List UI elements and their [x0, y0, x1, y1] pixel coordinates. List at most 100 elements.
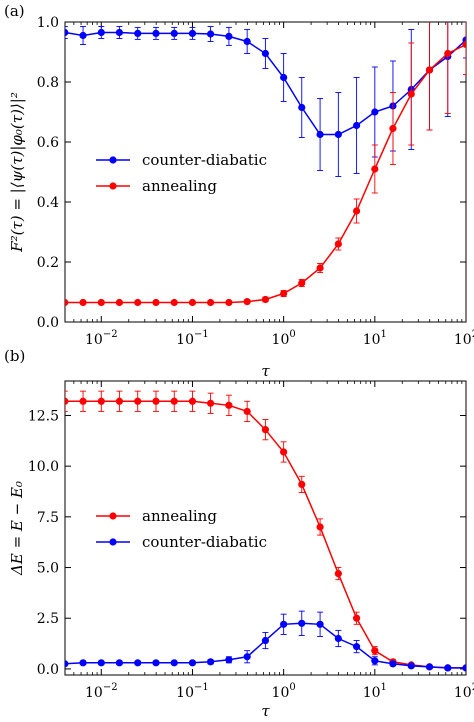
x-tick-label: 102: [454, 329, 474, 348]
data-point: [280, 620, 288, 628]
data-point: [316, 523, 324, 531]
data-point: [170, 397, 178, 405]
data-point: [243, 37, 251, 46]
legend-entry: annealing: [96, 177, 217, 195]
data-point: [371, 165, 379, 173]
panel-label: (a): [4, 2, 25, 20]
data-point: [407, 90, 415, 98]
data-point: [170, 298, 178, 307]
data-point: [97, 28, 105, 37]
data-point: [152, 29, 160, 37]
x-tick-label: 100: [272, 329, 296, 348]
series-annealing: [65, 22, 466, 307]
panel-b: 10−2 10−1 100 101 102 0.0 2.5 5.0 7.5 10.0 12.5 τ ΔE…: [4, 347, 474, 720]
data-point: [206, 30, 215, 38]
data-point: [152, 397, 160, 405]
data-point: [444, 49, 452, 58]
data-point: [261, 295, 270, 304]
data-point: [65, 660, 69, 668]
legend-marker: [109, 156, 117, 164]
data-point: [79, 31, 87, 40]
x-tick-label: 10−2: [85, 682, 118, 701]
data-point: [65, 298, 69, 307]
data-point: [389, 124, 397, 133]
data-point: [65, 397, 69, 405]
data-point: [115, 397, 123, 405]
y-tick-label: 0.0: [37, 315, 59, 331]
data-point: [298, 103, 306, 112]
y-axis-title: ΔE = E − E₀: [8, 481, 26, 576]
data-point: [334, 130, 342, 139]
data-point: [79, 659, 87, 667]
legend-entry: counter-diabatic: [96, 533, 267, 551]
data-point: [243, 298, 251, 306]
data-point: [115, 659, 123, 667]
y-tick-label: 0.8: [37, 75, 59, 91]
data-point: [371, 657, 379, 665]
data-point: [352, 207, 361, 215]
data-point: [115, 28, 123, 37]
y-tick-label: 0.0: [37, 662, 59, 678]
legend-entry: annealing: [96, 507, 217, 525]
data-point: [261, 636, 270, 645]
data-point: [206, 658, 215, 666]
data-point: [298, 480, 306, 489]
data-point: [316, 620, 324, 628]
data-point: [352, 614, 361, 622]
data-point: [206, 298, 215, 307]
data-point: [152, 659, 160, 667]
legend-marker: [109, 182, 117, 190]
y-tick-label: 0.6: [37, 135, 59, 151]
data-point: [225, 298, 233, 307]
x-tick-label: 101: [363, 329, 387, 348]
data-point: [261, 49, 270, 58]
data-point: [462, 664, 466, 672]
x-tick-label: 102: [454, 682, 474, 701]
y-tick-label: 7.5: [37, 510, 59, 526]
data-point: [225, 401, 233, 409]
data-point: [261, 426, 270, 434]
legend-entry: counter-diabatic: [96, 151, 267, 169]
data-point: [334, 634, 342, 643]
data-point: [280, 448, 288, 456]
data-point: [243, 653, 251, 661]
plot-frame: [64, 380, 467, 676]
data-point: [334, 240, 342, 248]
data-point: [97, 397, 105, 405]
data-point: [188, 298, 197, 307]
data-point: [316, 264, 324, 272]
data-point: [389, 660, 397, 668]
data-point: [115, 298, 123, 307]
series-line: [65, 43, 466, 304]
data-point: [188, 397, 197, 405]
data-point: [97, 298, 105, 307]
data-point: [134, 397, 142, 405]
legend-label: counter-diabatic: [142, 533, 267, 551]
series-counter-diabatic: [65, 610, 466, 672]
data-point: [134, 659, 142, 667]
y-tick-label: 5.0: [37, 561, 59, 577]
data-point: [462, 40, 466, 49]
x-tick-label: 10−2: [85, 329, 118, 348]
data-point: [225, 656, 233, 664]
data-point: [280, 289, 288, 298]
data-point: [170, 659, 178, 667]
y-tick-label: 10.0: [28, 459, 59, 475]
legend-marker: [109, 538, 117, 546]
data-point: [371, 647, 379, 655]
x-tick-label: 101: [363, 682, 387, 701]
data-point: [298, 279, 306, 287]
y-axis-title: F²(τ) = |⟨ψ(τ)|φ₀(τ)⟩|²: [8, 92, 26, 253]
y-tick-label: 0.2: [37, 255, 59, 271]
data-point: [134, 298, 142, 307]
data-point: [188, 659, 197, 667]
y-tick-label: 12.5: [28, 408, 59, 424]
x-tick-label: 10−1: [176, 682, 209, 701]
data-point: [407, 662, 415, 670]
x-axis-title: τ: [261, 362, 270, 380]
legend-label: counter-diabatic: [142, 151, 267, 169]
x-tick-label: 100: [272, 682, 296, 701]
y-tick-label: 0.4: [37, 195, 59, 211]
data-point: [334, 570, 342, 578]
data-point: [444, 664, 452, 672]
